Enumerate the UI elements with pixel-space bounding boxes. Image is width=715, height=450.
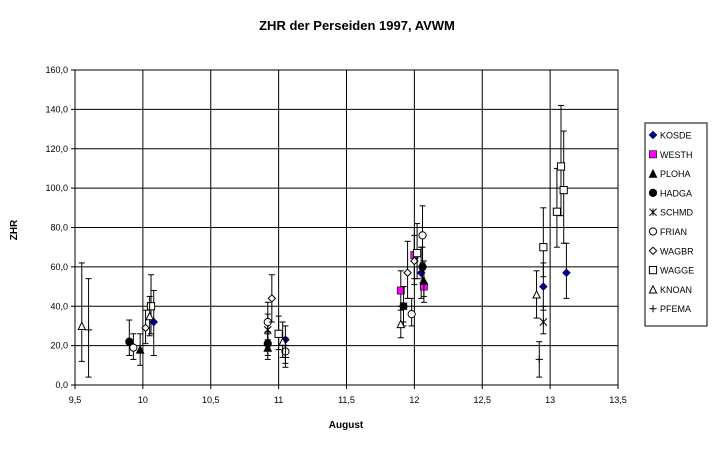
- plot-area: 0,0 20,0 40,0 60,0 80,0 100,0 120,0 140,0 160,0 9…: [45, 65, 626, 405]
- data-point-wagbr: [141, 323, 150, 333]
- legend-label: KNOAN: [660, 285, 692, 295]
- data-point-schmd: [539, 318, 548, 326]
- data-point-knoan: [396, 319, 406, 329]
- y-tick-label: 60,0: [50, 262, 68, 272]
- legend-label: WAGBR: [660, 246, 694, 256]
- legend-marker: [648, 266, 658, 275]
- legend-marker: [648, 168, 658, 178]
- series-kosde: [149, 242, 571, 358]
- series-schmd: [263, 286, 548, 347]
- series-wagbr: [141, 234, 419, 345]
- legend-marker: [649, 305, 657, 313]
- x-tick-label: 13: [545, 395, 555, 405]
- data-point-knoan: [532, 289, 541, 299]
- legend-label: HADGA: [660, 188, 692, 198]
- legend-marker: [648, 227, 658, 236]
- x-tick-label: 11,5: [338, 395, 355, 405]
- legend-item-ploha: PLOHA: [648, 168, 691, 179]
- x-tick-label: 13,5: [609, 395, 627, 405]
- y-tick-label: 0,0: [55, 380, 68, 390]
- y-tick-label: 20,0: [50, 341, 68, 351]
- data-point-wagbr: [267, 294, 277, 303]
- x-tick-label: 12: [409, 395, 419, 405]
- legend-item-knoan: KNOAN: [648, 284, 692, 295]
- x-tick-label: 10,5: [202, 395, 220, 405]
- legend-marker: [649, 150, 657, 159]
- x-tick-label: 9,5: [69, 395, 82, 405]
- y-tick-label: 40,0: [50, 301, 68, 311]
- error-bar: [557, 104, 564, 217]
- legend: KOSDE WESTH PLOHA HADGA SCHMD FRIAN WAGBR WAGGE…: [644, 122, 708, 327]
- series-knoan: [77, 262, 541, 362]
- data-point-wagge: [274, 329, 283, 338]
- data-point-pfema: [535, 355, 543, 364]
- data-point-kosde: [562, 268, 571, 278]
- x-tick-label: 10: [138, 395, 148, 405]
- legend-marker: [648, 130, 658, 140]
- chart-title: ZHR der Perseiden 1997, AVWM: [259, 18, 455, 33]
- data-point-wagbr: [403, 268, 412, 278]
- data-point-ploha: [135, 344, 145, 354]
- y-tick-label: 80,0: [50, 223, 68, 233]
- legend-item-hadga: HADGA: [648, 188, 692, 198]
- legend-item-pfema: PFEMA: [649, 304, 691, 314]
- legend-marker: [648, 284, 658, 294]
- legend-item-schmd: SCHMD: [649, 208, 693, 218]
- data-point-wagge: [552, 207, 562, 216]
- series-pfema: [84, 278, 543, 378]
- data-point-wagge: [556, 162, 566, 171]
- legend-label: FRIAN: [660, 227, 687, 237]
- legend-item-kosde: KOSDE: [648, 130, 692, 141]
- data-point-wagge: [539, 243, 548, 252]
- y-tick-label: 160,0: [45, 65, 68, 75]
- series-frian: [129, 205, 427, 364]
- data-point-frian: [418, 231, 427, 240]
- legend-marker: [649, 208, 657, 217]
- plot-frame: [74, 69, 619, 386]
- x-tick-label: 11: [274, 395, 283, 405]
- legend-label: WAGGE: [660, 266, 694, 276]
- series-wagge: [146, 104, 568, 351]
- data-point-knoan: [77, 321, 87, 331]
- legend-item-frian: FRIAN: [648, 227, 687, 237]
- data-point-wagge: [146, 302, 156, 311]
- legend-marker: [648, 246, 658, 256]
- x-tick-label: 12,5: [473, 395, 491, 405]
- y-tick-label: 140,0: [45, 104, 68, 114]
- legend-item-wagbr: WAGBR: [648, 246, 694, 256]
- legend-marker: [648, 188, 658, 197]
- y-tick-label: 120,0: [45, 144, 68, 154]
- data-point-pfema: [84, 326, 93, 334]
- data-point-frian: [407, 310, 416, 319]
- data-point-knoan: [145, 311, 155, 321]
- data-point-frian: [129, 343, 138, 352]
- error-bar: [78, 262, 85, 362]
- series-hadga: [125, 246, 427, 356]
- y-axis-label: ZHR: [9, 219, 20, 240]
- legend-label: PLOHA: [660, 169, 691, 179]
- data-point-kosde: [539, 282, 548, 291]
- data-point-wagge: [559, 185, 568, 195]
- legend-item-westh: WESTH: [649, 150, 693, 160]
- data-point-pfema: [281, 353, 290, 362]
- data-point-hadga: [418, 262, 427, 271]
- legend-label: PFEMA: [660, 304, 691, 314]
- x-axis-label: August: [329, 420, 364, 431]
- legend-label: KOSDE: [660, 131, 692, 141]
- legend-item-wagge: WAGGE: [648, 266, 694, 276]
- error-bar: [540, 207, 547, 278]
- y-tick-label: 100,0: [45, 183, 68, 193]
- legend-label: SCHMD: [660, 208, 693, 218]
- legend-label: WESTH: [660, 150, 693, 160]
- data-point-wagge: [412, 248, 422, 258]
